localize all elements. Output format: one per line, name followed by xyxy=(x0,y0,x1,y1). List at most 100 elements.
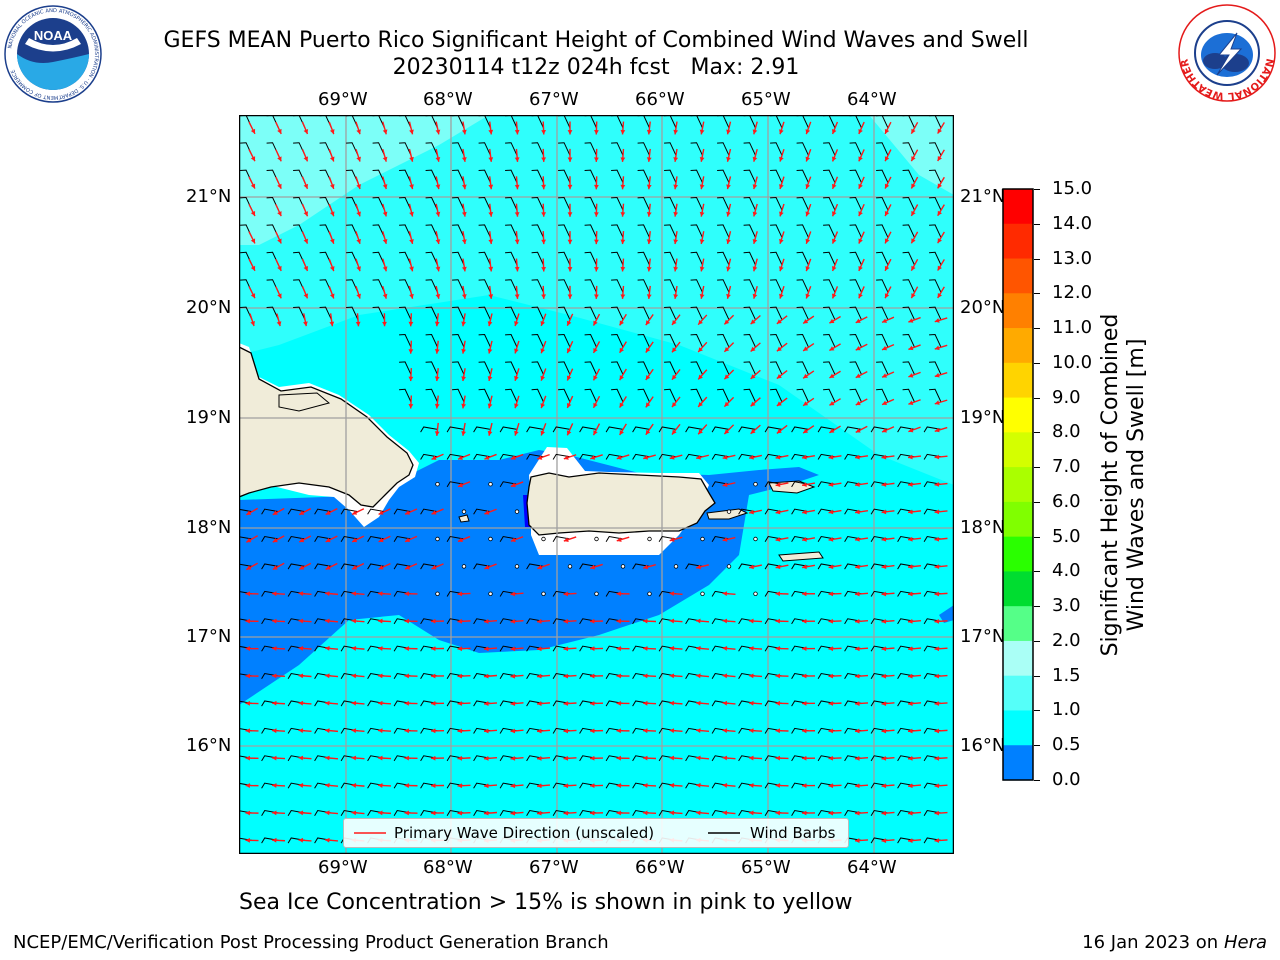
wave-direction-arrowhead xyxy=(435,211,441,217)
wave-direction-arrowhead xyxy=(514,321,519,327)
wave-direction-arrowhead xyxy=(828,509,834,515)
wind-barb xyxy=(594,591,599,596)
wave-direction-arrowhead xyxy=(775,482,781,487)
wind-barb xyxy=(870,508,889,515)
wind-barb xyxy=(817,481,836,488)
wave-direction-arrowhead xyxy=(594,294,599,299)
wind-barb xyxy=(399,279,412,293)
wind-barb xyxy=(664,142,677,156)
wave-direction-arrowhead xyxy=(510,701,516,706)
wave-direction-arrowhead xyxy=(272,673,277,679)
wind-barb xyxy=(796,361,809,375)
wind-barb xyxy=(764,481,783,488)
wind-barb xyxy=(796,142,809,156)
wave-direction-arrowhead xyxy=(382,211,388,217)
wave-direction-arrowhead xyxy=(245,755,250,761)
wave-direction-arrowhead xyxy=(590,728,595,734)
wind-barb xyxy=(823,333,836,348)
wind-barb xyxy=(876,361,889,375)
wind-barb xyxy=(844,536,862,542)
wind-barb xyxy=(717,279,730,293)
wind-barb xyxy=(473,673,491,679)
wind-barb xyxy=(478,333,491,348)
wind-barb xyxy=(461,564,467,569)
wind-barb xyxy=(452,196,465,211)
wave-direction-arrowhead xyxy=(484,728,489,734)
wave-direction-arrowhead xyxy=(620,184,626,190)
wave-direction-arrowhead xyxy=(722,728,728,734)
wave-direction-arrowhead xyxy=(488,129,494,135)
wave-direction-arrowhead xyxy=(250,210,256,216)
wind-barb xyxy=(611,224,624,238)
wind-barb xyxy=(717,251,730,266)
wave-direction-arrowhead xyxy=(645,347,651,353)
wave-direction-arrowhead xyxy=(749,673,754,679)
wave-direction-arrowhead xyxy=(934,482,940,487)
wind-barb xyxy=(664,196,677,211)
wave-direction-arrowhead xyxy=(750,346,756,352)
wave-direction-arrowhead xyxy=(805,183,811,189)
wave-direction-arrowhead xyxy=(908,701,913,706)
wind-barb xyxy=(849,279,862,293)
wind-barb xyxy=(791,508,809,515)
wave-direction-arrowhead xyxy=(724,319,730,325)
wind-barb xyxy=(743,361,756,375)
wave-direction-arrowhead xyxy=(752,211,758,217)
wave-direction-arrowhead xyxy=(805,129,811,135)
wind-barb xyxy=(399,169,412,184)
wind-barb xyxy=(488,482,493,487)
wave-direction-arrowhead xyxy=(779,129,784,135)
wind-barb xyxy=(796,306,809,321)
wave-direction-arrowhead xyxy=(934,701,940,706)
wave-direction-arrowhead xyxy=(696,728,701,734)
wave-direction-arrowhead xyxy=(329,293,335,299)
wind-barb xyxy=(844,618,862,625)
wind-barb xyxy=(690,142,703,156)
wind-barb xyxy=(929,306,942,321)
lat-label-left-19n: 19°N xyxy=(186,407,232,428)
wave-direction-arrowhead xyxy=(779,156,784,162)
wave-direction-arrowhead xyxy=(881,536,887,542)
wind-barb xyxy=(637,224,650,238)
wave-direction-arrowhead xyxy=(858,128,863,134)
chart-subtitle: 20230114 t12z 024h fcst Max: 2.91 xyxy=(392,55,800,80)
wind-barb xyxy=(478,279,491,293)
wave-direction-arrowhead xyxy=(696,646,701,651)
wave-direction-arrowhead xyxy=(537,810,542,816)
wind-barb xyxy=(711,453,730,460)
wind-barb xyxy=(717,306,730,321)
wind-barb xyxy=(526,755,544,762)
wave-direction-arrowhead xyxy=(775,700,780,706)
wave-direction-arrowhead xyxy=(726,184,731,190)
wave-direction-arrowhead xyxy=(435,156,441,162)
wind-barb xyxy=(876,279,889,293)
wind-barb xyxy=(658,453,677,460)
wind-barb xyxy=(584,169,597,184)
wave-direction-arrowhead xyxy=(272,700,277,706)
wind-barb xyxy=(473,508,491,515)
wave-direction-arrowhead xyxy=(911,265,916,271)
wind-barb xyxy=(552,590,571,597)
wave-direction-arrowhead xyxy=(858,156,863,162)
wave-direction-arrowhead xyxy=(325,783,330,788)
colorbar-band xyxy=(1003,710,1033,746)
wave-direction-arrowhead xyxy=(303,156,309,162)
colorbar-tick-label: 0.0 xyxy=(1052,769,1081,790)
wind-barb-legend-icon xyxy=(708,832,740,834)
wave-direction-arrowhead xyxy=(250,238,256,244)
wind-barb xyxy=(531,251,544,266)
wind-barb xyxy=(923,755,942,762)
wind-barb xyxy=(791,426,809,433)
wave-direction-arrowhead xyxy=(750,319,756,325)
wave-direction-arrowhead xyxy=(908,838,913,843)
colorbar-tick-label: 4.0 xyxy=(1052,560,1081,582)
wave-direction-arrowhead xyxy=(802,810,807,816)
wave-direction-arrowhead xyxy=(325,755,330,761)
wave-direction-arrowhead xyxy=(749,728,754,734)
wind-barb xyxy=(690,279,703,293)
wind-barb xyxy=(637,142,650,156)
wave-direction-arrowhead xyxy=(616,673,621,679)
colorbar-tick-label: 6.0 xyxy=(1052,490,1081,512)
wave-direction-arrowhead xyxy=(431,510,437,515)
wave-direction-arrowhead xyxy=(831,293,837,299)
